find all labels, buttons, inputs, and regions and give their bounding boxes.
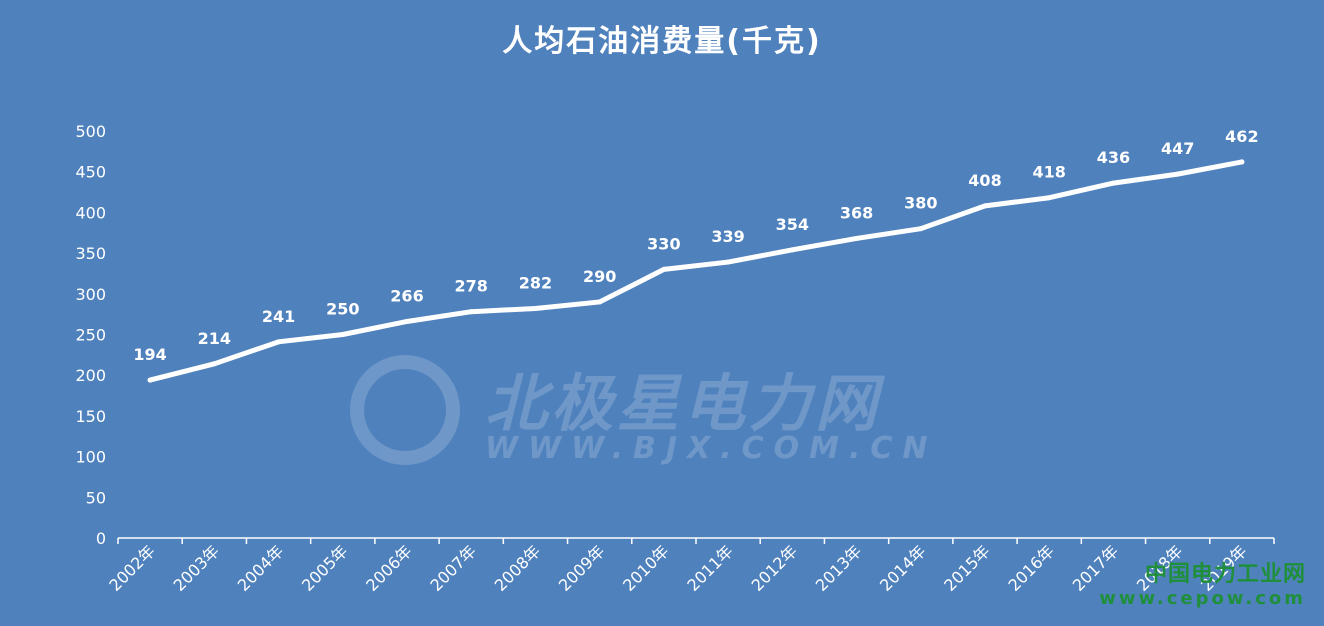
data-point <box>1239 159 1245 165</box>
data-point <box>918 226 924 232</box>
data-point <box>1046 195 1052 201</box>
y-tick-label: 50 <box>86 488 106 507</box>
data-point <box>147 377 153 383</box>
data-point <box>982 203 988 209</box>
x-tick-label: 2014年 <box>876 541 930 595</box>
y-tick-label: 150 <box>75 407 106 426</box>
x-tick-label: 2003年 <box>170 541 224 595</box>
data-label: 266 <box>390 286 423 305</box>
data-label: 214 <box>198 329 231 348</box>
data-point <box>854 235 860 241</box>
data-label: 380 <box>904 194 937 213</box>
data-label: 290 <box>583 267 616 286</box>
y-tick-label: 350 <box>75 244 106 263</box>
y-tick-label: 200 <box>75 366 106 385</box>
watermark: 北极星电力网 WWW.BJX.COM.CN <box>350 345 950 475</box>
y-tick-label: 100 <box>75 448 106 467</box>
corner-brand: 中国电力工业网 www.cepow.com <box>1099 556 1306 609</box>
data-label: 339 <box>711 227 744 246</box>
data-point <box>661 266 667 272</box>
chart-title: 人均石油消费量(千克) <box>502 24 822 59</box>
data-label: 368 <box>840 203 873 222</box>
data-label: 282 <box>519 273 552 292</box>
data-label: 194 <box>133 345 166 364</box>
y-tick-label: 400 <box>75 203 106 222</box>
data-label: 418 <box>1033 163 1066 182</box>
x-tick-label: 2004年 <box>234 541 288 595</box>
data-point <box>340 332 346 337</box>
x-tick-label: 2009年 <box>555 541 609 595</box>
data-point <box>276 339 282 345</box>
x-tick-label: 2005年 <box>298 541 352 595</box>
data-label: 250 <box>326 300 359 319</box>
data-label: 436 <box>1097 148 1130 167</box>
data-point <box>532 305 538 311</box>
y-tick-label: 0 <box>96 529 106 548</box>
data-label: 462 <box>1225 127 1258 146</box>
data-point <box>211 361 217 367</box>
x-tick-label: 2013年 <box>812 541 866 595</box>
x-tick-label: 2007年 <box>426 541 480 595</box>
data-point <box>404 318 410 324</box>
x-tick-label: 2010年 <box>619 541 673 595</box>
corner-brand-name: 中国电力工业网 <box>1144 562 1306 587</box>
data-point <box>1175 171 1181 177</box>
y-tick-label: 300 <box>75 285 106 304</box>
x-tick-label: 2008年 <box>491 541 545 595</box>
watermark-url: WWW.BJX.COM.CN <box>485 431 938 466</box>
data-label: 408 <box>968 171 1001 190</box>
data-label: 447 <box>1161 139 1194 158</box>
x-tick-label: 2016年 <box>1004 541 1058 595</box>
x-tick-label: 2015年 <box>940 541 994 595</box>
y-tick-label: 250 <box>75 326 106 345</box>
x-tick-label: 2006年 <box>362 541 416 595</box>
data-point <box>468 309 474 315</box>
watermark-brand: 北极星电力网 <box>485 367 882 440</box>
series-line <box>147 159 1245 383</box>
y-tick-label: 500 <box>75 122 106 141</box>
x-tick-label: 2002年 <box>105 541 159 595</box>
data-point <box>725 259 731 265</box>
data-label: 241 <box>262 307 295 326</box>
data-label: 354 <box>776 215 809 234</box>
x-tick-label: 2011年 <box>683 541 737 595</box>
data-point <box>1110 180 1116 186</box>
corner-brand-url: www.cepow.com <box>1099 588 1306 609</box>
data-point <box>789 247 795 253</box>
data-label: 330 <box>647 234 680 253</box>
data-point <box>597 299 603 305</box>
x-tick-label: 2012年 <box>748 541 802 595</box>
y-tick-label: 450 <box>75 163 106 182</box>
data-label: 278 <box>455 277 488 296</box>
